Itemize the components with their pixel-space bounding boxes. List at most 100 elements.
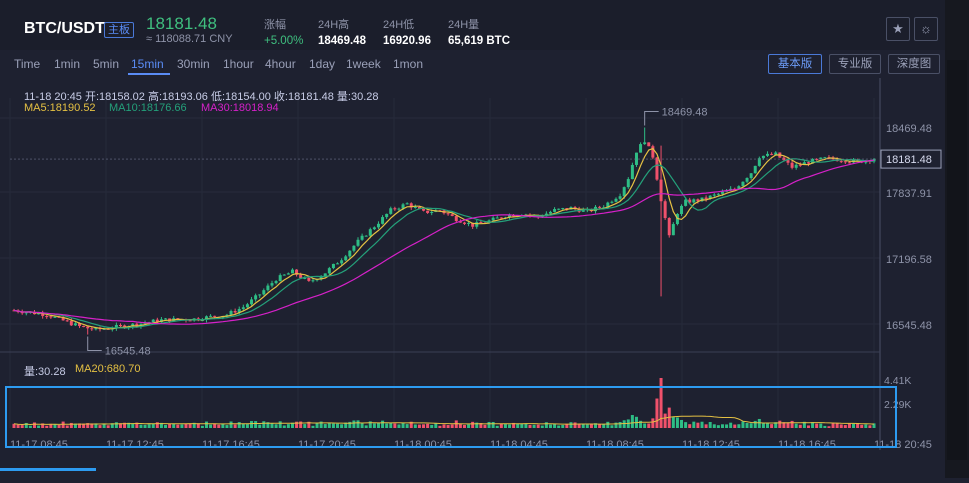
candle-body (307, 277, 311, 281)
volume-bar (204, 421, 208, 428)
volume-bar (757, 418, 761, 428)
stat-value: +5.00% (264, 35, 304, 47)
candle-body (766, 153, 770, 156)
tf-1min[interactable]: 1min (54, 57, 81, 71)
pro-view-button[interactable]: 专业版 (829, 54, 881, 74)
x-tick-label: 11-17 16:45 (202, 439, 260, 451)
chart-area[interactable]: 18469.48 17837.91 17196.58 16545.48 18181.48… (0, 78, 945, 478)
candle-body (94, 327, 98, 330)
tf-5min[interactable]: 5min (93, 57, 120, 71)
volume-bar (712, 424, 716, 428)
volume-bar (82, 423, 86, 428)
candle-body (602, 207, 606, 209)
candle-body (422, 208, 426, 211)
candle-body (634, 152, 638, 165)
candle-body (286, 273, 290, 275)
candle-body (229, 311, 233, 315)
volume-bar (659, 378, 663, 428)
candle-body (757, 158, 761, 166)
volume-bar (94, 423, 98, 428)
candle-body (340, 260, 344, 264)
candle-body (839, 161, 843, 163)
volume-bar (299, 421, 303, 428)
tf-1mon[interactable]: 1mon (393, 57, 424, 71)
volume-bar (589, 424, 593, 428)
volume-bar (417, 424, 421, 428)
star-icon[interactable]: ★ (886, 17, 910, 41)
volume-bar (151, 423, 155, 428)
volume-bar (164, 424, 168, 428)
volume-bar (688, 424, 692, 428)
candle-body (450, 214, 454, 217)
volume-bar (53, 424, 57, 428)
volume-bar (827, 426, 831, 428)
tf-1week[interactable]: 1week (346, 57, 381, 71)
candle-body (381, 217, 385, 224)
volume-bar (348, 421, 352, 428)
candle-body (671, 224, 675, 236)
board-badge: 主板 (104, 22, 134, 38)
tf-15min[interactable]: 15min (131, 57, 164, 71)
volume-bar (565, 423, 569, 428)
candle-body (262, 290, 266, 295)
tf-30min[interactable]: 30min (177, 57, 210, 71)
volume-bar (716, 425, 720, 428)
volume-bar (806, 425, 810, 428)
kline-chart[interactable]: 18469.48 17837.91 17196.58 16545.48 18181.48… (0, 78, 945, 478)
volume-bar (442, 424, 446, 428)
volume-bar (41, 423, 45, 428)
tf-time[interactable]: Time (14, 57, 41, 71)
candle-body (684, 199, 688, 206)
volume-bar (553, 423, 557, 428)
volume-bar (782, 422, 786, 428)
volume-bar (819, 423, 823, 428)
high-annotation-arrow (644, 110, 659, 126)
volume-bar (585, 424, 589, 428)
volume-bar (675, 417, 679, 428)
candle-body (413, 206, 417, 208)
volume-bar (413, 424, 417, 428)
volume-bar (581, 423, 585, 428)
candle-body (364, 235, 368, 237)
active-timeframe-underline (128, 73, 170, 75)
volume-bar (20, 425, 24, 428)
volume-bar (311, 425, 315, 428)
volume-bar (749, 423, 753, 428)
pair-name[interactable]: BTC/USDT (24, 20, 105, 37)
candle-body (225, 314, 229, 317)
volume-bar (647, 423, 651, 428)
depth-view-button[interactable]: 深度图 (888, 54, 940, 74)
volume-bar (491, 421, 495, 428)
candle-body (245, 304, 249, 308)
sun-icon[interactable]: ☼ (914, 17, 938, 41)
candle-body (319, 276, 323, 280)
volume-bar (372, 423, 376, 428)
candle-body (802, 162, 806, 165)
candle-body (806, 162, 810, 164)
volume-bar (213, 423, 217, 428)
volume-bar (319, 421, 323, 428)
tf-1day[interactable]: 1day (309, 57, 336, 71)
volume-bar (446, 425, 450, 428)
candle-body (720, 191, 724, 194)
candle-body (847, 162, 851, 164)
candle-body (282, 274, 286, 276)
volume-bar (778, 420, 782, 428)
candle-body (643, 142, 647, 145)
basic-view-button[interactable]: 基本版 (768, 54, 822, 74)
volume-bar (295, 421, 299, 428)
volume-bar (639, 420, 643, 428)
candle-body (352, 245, 356, 251)
volume-bar (73, 423, 77, 428)
scrollbar-thumb[interactable] (947, 60, 967, 460)
volume-bar (307, 421, 311, 428)
tf-4hour[interactable]: 4hour (265, 57, 296, 71)
candle-body (581, 209, 585, 212)
right-scrollbar[interactable] (945, 0, 969, 478)
volume-bar (192, 422, 196, 428)
x-tick-label: 11-18 12:45 (682, 439, 740, 451)
candle-body (712, 194, 716, 196)
tf-1hour[interactable]: 1hour (223, 57, 254, 71)
candle-body (241, 307, 245, 309)
volume-bar (786, 422, 790, 428)
